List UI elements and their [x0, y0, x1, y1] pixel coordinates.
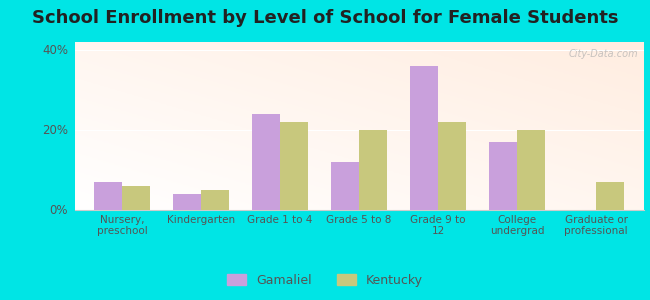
Bar [280, 122, 308, 210]
Bar [596, 182, 624, 210]
Legend: Gamaliel, Kentucky: Gamaliel, Kentucky [224, 270, 426, 291]
Bar [517, 130, 545, 210]
Bar [252, 114, 280, 210]
Bar [122, 186, 150, 210]
Text: School Enrollment by Level of School for Female Students: School Enrollment by Level of School for… [32, 9, 618, 27]
Bar [410, 66, 438, 210]
Bar [438, 122, 466, 210]
Bar [332, 162, 359, 210]
Bar [359, 130, 387, 210]
Text: 0%: 0% [50, 203, 68, 217]
Text: 20%: 20% [42, 124, 68, 136]
Bar [174, 194, 201, 210]
Bar [201, 190, 229, 210]
Bar [94, 182, 122, 210]
Text: City-Data.com: City-Data.com [568, 49, 638, 59]
Bar [489, 142, 517, 210]
Text: 40%: 40% [42, 44, 68, 56]
